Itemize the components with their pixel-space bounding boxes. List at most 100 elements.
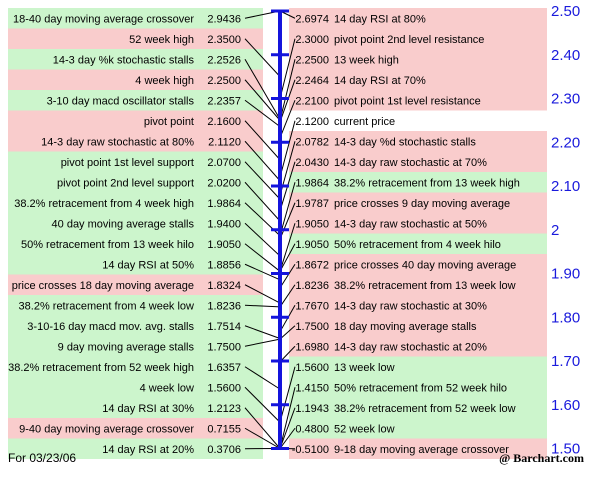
left-row-value: 2.9436 xyxy=(207,13,241,25)
left-row-label: price crosses 18 day moving average xyxy=(12,280,194,292)
right-connector xyxy=(279,345,296,363)
axis-tick-label: 1.50 xyxy=(551,441,580,458)
left-row-label: 50% retracement from 13 week hilo xyxy=(21,239,194,251)
right-row-bg xyxy=(289,356,547,377)
right-row-bg xyxy=(289,151,547,172)
left-connector xyxy=(244,338,281,347)
left-row-bg xyxy=(8,233,263,254)
right-row-value: 2.3000 xyxy=(295,34,329,46)
right-row-value: 2.0430 xyxy=(295,157,329,169)
left-row-value: 1.8324 xyxy=(207,280,241,292)
right-row-bg xyxy=(289,418,547,439)
axis-tick-label: 1.70 xyxy=(551,353,580,370)
left-connector xyxy=(244,161,281,200)
left-row-bg xyxy=(8,336,263,357)
left-row-label: 40 day moving average stalls xyxy=(52,218,195,230)
left-row-bg xyxy=(8,172,263,193)
right-connector xyxy=(279,120,296,178)
right-connector xyxy=(279,79,296,123)
footer-credit: @ Barchart.com xyxy=(499,451,584,465)
left-row-value: 2.0200 xyxy=(207,177,241,189)
left-row-bg xyxy=(8,131,263,152)
left-row-label: pivot point xyxy=(144,116,194,128)
left-row-value: 1.7500 xyxy=(207,341,241,353)
left-row-label: 9 day moving average stalls xyxy=(58,341,195,353)
right-row-label: 38.2% retracement from 13 week high xyxy=(334,177,520,189)
right-row-label: pivot point 1st level resistance xyxy=(334,95,481,107)
left-row-label: 18-40 day moving average crossover xyxy=(13,13,194,25)
left-row-value: 1.8236 xyxy=(207,300,241,312)
right-row-label: 9-18 day moving average crossover xyxy=(334,444,509,456)
left-row-bg xyxy=(8,8,263,29)
right-row-bg xyxy=(289,172,547,193)
left-row-bg xyxy=(8,397,263,418)
right-row-value: 1.7500 xyxy=(295,321,329,333)
axis-tick-label: 2 xyxy=(551,222,559,239)
left-connector xyxy=(244,427,281,449)
left-connector xyxy=(244,140,281,182)
left-connector xyxy=(244,386,281,423)
left-row-bg xyxy=(8,418,263,439)
right-row-label: 52 week low xyxy=(334,423,395,435)
left-connector xyxy=(244,243,281,272)
left-row-label: 14 day RSI at 50% xyxy=(102,259,194,271)
left-row-bg xyxy=(8,192,263,213)
right-row-label: 13 week high xyxy=(334,54,399,66)
axis-tick-label: 2.40 xyxy=(551,47,580,64)
left-row-label: 38.2% retracement from 4 week low xyxy=(19,300,195,312)
right-connector xyxy=(279,202,296,240)
axis-tick-label: 1.60 xyxy=(551,397,580,414)
left-connector xyxy=(244,222,281,257)
right-row-label: 50% retracement from 52 week hilo xyxy=(334,382,507,394)
right-row-bg xyxy=(289,213,547,234)
left-row-bg xyxy=(8,213,263,234)
left-row-label: 9-40 day moving average crossover xyxy=(19,423,194,435)
left-row-value: 2.0700 xyxy=(207,157,241,169)
right-connector xyxy=(279,284,296,308)
right-row-label: 14-3 day raw stochastic at 50% xyxy=(334,218,487,230)
axis-tick-label: 2.50 xyxy=(551,3,580,20)
left-row-bg xyxy=(8,274,263,295)
axis-tick-label: 2.30 xyxy=(551,91,580,108)
right-connector xyxy=(279,387,296,449)
right-row-bg xyxy=(289,254,547,275)
left-rows: 18-40 day moving average crossover 2.9436… xyxy=(8,8,263,459)
right-connector xyxy=(279,325,296,340)
axis-tick-label: 1.90 xyxy=(551,266,580,283)
left-row-bg xyxy=(8,377,263,398)
left-row-label: 3-10-16 day macd mov. avg. stalls xyxy=(27,321,194,333)
price-axis xyxy=(271,9,289,450)
left-connector xyxy=(244,407,281,449)
axis-tick-label: 2.20 xyxy=(551,134,580,151)
right-row-value: 2.6974 xyxy=(295,13,329,25)
left-row-bg xyxy=(8,295,263,316)
left-row-value: 0.3706 xyxy=(207,444,241,456)
right-connector xyxy=(279,427,296,449)
right-row-label: 14-3 day raw stochastic at 30% xyxy=(334,300,487,312)
right-row-bg xyxy=(289,90,547,111)
left-connector xyxy=(244,38,281,77)
left-row-value: 1.2123 xyxy=(207,403,241,415)
right-row-label: 50% retracement from 4 week hilo xyxy=(334,239,501,251)
left-connector xyxy=(244,325,281,339)
right-row-value: 1.9864 xyxy=(295,177,329,189)
left-row-bg xyxy=(8,49,263,70)
left-row-value: 2.1600 xyxy=(207,116,241,128)
right-row-label: 13 week low xyxy=(334,362,395,374)
left-row-value: 1.6357 xyxy=(207,362,241,374)
left-row-bg xyxy=(8,110,263,131)
left-row-label: pivot point 2nd level support xyxy=(57,177,194,189)
right-row-label: 14-3 day %d stochastic stalls xyxy=(334,136,476,148)
right-row-label: price crosses 40 day moving average xyxy=(334,259,516,271)
left-row-bg xyxy=(8,254,263,275)
right-row-value: 0.4800 xyxy=(295,423,329,435)
right-row-label: 18 day moving average stalls xyxy=(334,321,477,333)
left-row-value: 2.3500 xyxy=(207,34,241,46)
left-connector xyxy=(244,284,281,304)
left-row-label: 14 day RSI at 30% xyxy=(102,403,194,415)
right-connector xyxy=(279,182,296,236)
right-row-value: 1.1943 xyxy=(295,403,329,415)
left-row-bg xyxy=(8,151,263,172)
left-row-value: 1.9050 xyxy=(207,239,241,251)
